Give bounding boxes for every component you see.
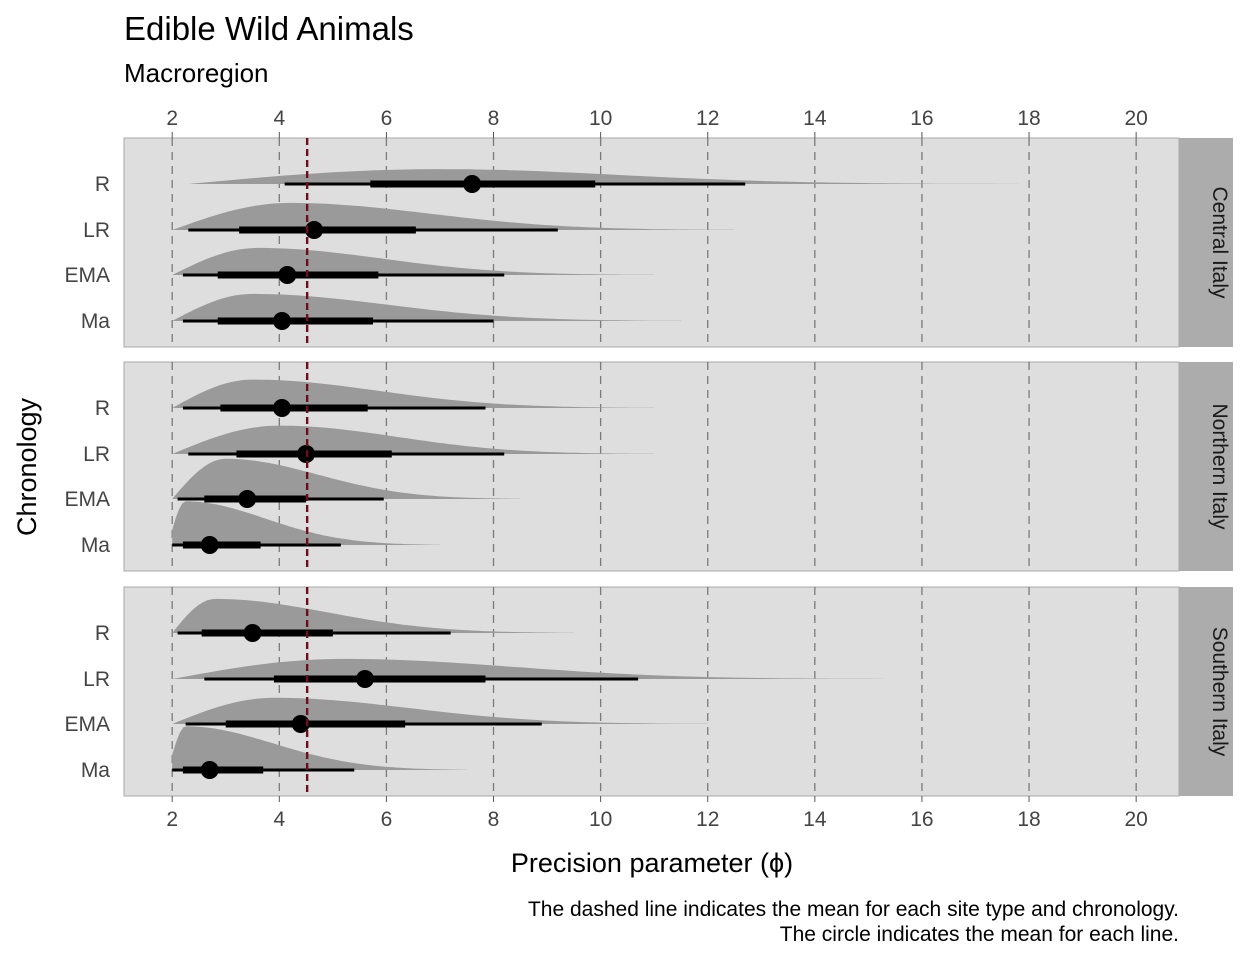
x-tick-label-top: 8 — [488, 107, 500, 130]
density-slab — [188, 169, 1019, 184]
y-tick-label: R — [95, 397, 110, 420]
facet-panel: Northern Italy R LR EMA Ma — [64, 361, 1233, 572]
mean-point — [355, 670, 374, 688]
panels: Central Italy R LR EMA Ma Northern Italy R LR EM… — [64, 137, 1233, 797]
chart-title: Edible Wild Animals — [124, 10, 414, 47]
mean-point — [291, 715, 310, 733]
x-tick-label-bottom: 14 — [803, 808, 827, 831]
x-tick-label-top: 14 — [803, 107, 827, 130]
density-slab — [172, 379, 655, 408]
density-slab — [172, 598, 574, 633]
x-tick-label-bottom: 16 — [910, 808, 933, 831]
x-tick-label-bottom: 4 — [273, 808, 285, 831]
facet-strip — [1179, 138, 1233, 347]
x-tick-label-top: 4 — [273, 107, 285, 130]
x-tick-label-bottom: 18 — [1017, 808, 1040, 831]
x-tick-label-bottom: 12 — [696, 808, 719, 831]
x-tick-label-bottom: 8 — [488, 808, 500, 831]
mean-point — [272, 399, 291, 417]
facet-panel: Central Italy R LR EMA Ma — [64, 137, 1233, 348]
mean-point — [272, 312, 291, 330]
caption-line-2: The circle indicates the mean for each l… — [780, 923, 1179, 946]
x-tick-label-top: 6 — [381, 107, 393, 130]
bottom-axis-ticks: 2 4 6 8 10 12 14 16 18 20 — [166, 796, 1148, 831]
y-tick-label: EMA — [64, 488, 110, 511]
y-tick-label: LR — [83, 668, 110, 691]
x-tick-label-bottom: 2 — [166, 808, 178, 831]
facet-strip — [1179, 587, 1233, 796]
y-tick-label: Ma — [81, 534, 110, 557]
x-tick-label-top: 20 — [1124, 107, 1147, 130]
caption-line-1: The dashed line indicates the mean for e… — [528, 898, 1179, 921]
mean-point — [200, 536, 219, 554]
mean-point — [305, 221, 324, 239]
density-slab — [172, 501, 440, 545]
y-tick-label: R — [95, 622, 110, 645]
y-tick-label: EMA — [64, 264, 110, 287]
mean-point — [463, 175, 482, 193]
x-axis-title: Precision parameter (ϕ) — [511, 848, 793, 878]
x-tick-label-bottom: 10 — [589, 808, 612, 831]
x-tick-label-top: 10 — [589, 107, 612, 130]
facet-strip-label: Northern Italy — [1208, 403, 1231, 530]
facet-strip-label: Central Italy — [1208, 186, 1231, 299]
y-tick-label: R — [95, 173, 110, 196]
x-tick-label-top: 16 — [910, 107, 933, 130]
y-tick-label: LR — [83, 219, 110, 242]
x-tick-label-bottom: 6 — [381, 808, 393, 831]
mean-point — [278, 266, 297, 284]
density-slab — [172, 726, 467, 770]
facet-strip-label: Southern Italy — [1208, 627, 1231, 757]
density-slab — [172, 293, 681, 321]
y-tick-label: EMA — [64, 713, 110, 736]
mean-point — [238, 490, 257, 508]
x-tick-label-top: 2 — [166, 107, 178, 130]
x-tick-label-top: 12 — [696, 107, 719, 130]
density-slab — [172, 425, 655, 454]
density-slab — [172, 458, 521, 499]
y-tick-label: LR — [83, 443, 110, 466]
top-axis-ticks: 2 4 6 8 10 12 14 16 18 20 — [166, 107, 1148, 138]
y-tick-label: Ma — [81, 310, 110, 333]
y-tick-label: Ma — [81, 759, 110, 782]
mean-point — [200, 761, 219, 779]
facet-strip — [1179, 362, 1233, 571]
chart-subtitle: Macroregion — [124, 58, 269, 88]
facet-panel: Southern Italy R LR EMA Ma — [64, 586, 1233, 797]
y-axis-title: Chronology — [12, 397, 42, 536]
x-tick-label-top: 18 — [1017, 107, 1040, 130]
x-tick-label-bottom: 20 — [1124, 808, 1147, 831]
mean-point — [243, 624, 262, 642]
density-slab — [172, 658, 885, 679]
